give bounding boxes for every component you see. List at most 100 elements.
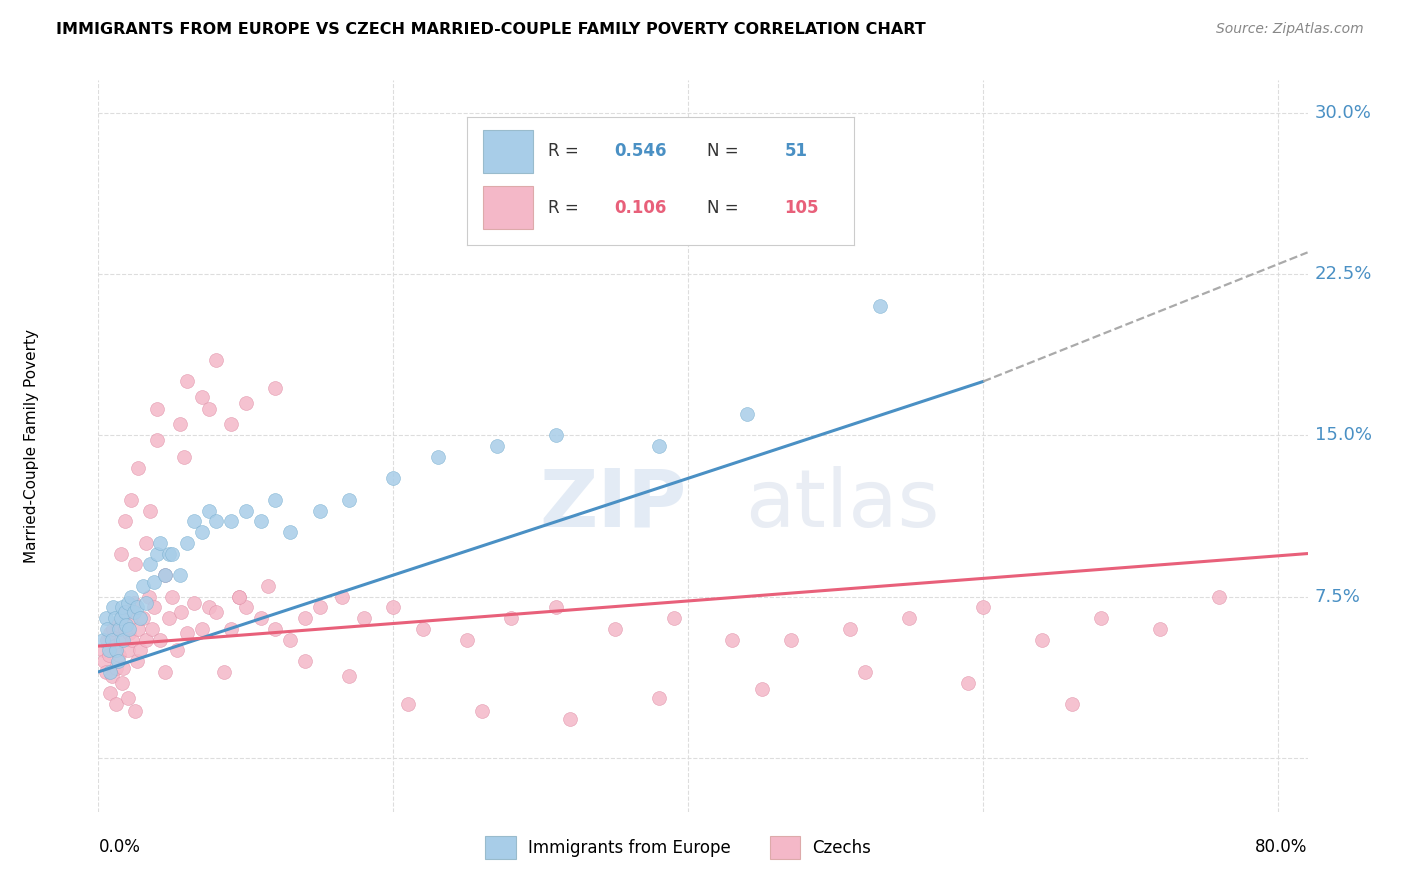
Point xyxy=(337,669,360,683)
Point xyxy=(135,632,157,647)
Point xyxy=(143,574,166,589)
Point xyxy=(412,622,434,636)
Point xyxy=(294,611,316,625)
Point xyxy=(839,622,862,636)
Point xyxy=(176,626,198,640)
Point xyxy=(125,654,148,668)
Point xyxy=(104,611,127,625)
Point xyxy=(131,579,153,593)
Text: 30.0%: 30.0% xyxy=(1315,103,1372,121)
Text: 80.0%: 80.0% xyxy=(1256,838,1308,855)
Point xyxy=(120,492,142,507)
Point xyxy=(198,600,221,615)
Text: Married-Couple Family Poverty: Married-Couple Family Poverty xyxy=(24,329,39,563)
Point xyxy=(190,390,212,404)
Point xyxy=(127,460,149,475)
Point xyxy=(101,622,124,636)
Point xyxy=(108,622,131,636)
Point xyxy=(110,632,132,647)
Point xyxy=(471,704,494,718)
Point xyxy=(104,639,127,653)
Point xyxy=(396,697,419,711)
Point xyxy=(249,514,271,528)
Point xyxy=(235,503,257,517)
Point xyxy=(228,590,250,604)
Point xyxy=(426,450,449,464)
Point xyxy=(146,433,169,447)
Point xyxy=(117,643,139,657)
Point xyxy=(183,596,205,610)
Point xyxy=(898,611,921,625)
Point xyxy=(114,622,136,636)
FancyBboxPatch shape xyxy=(769,836,800,859)
Point xyxy=(198,402,221,417)
Point xyxy=(112,660,135,674)
Point xyxy=(190,622,212,636)
Point xyxy=(501,611,523,625)
Point xyxy=(125,600,148,615)
Point xyxy=(127,622,149,636)
Text: 15.0%: 15.0% xyxy=(1315,426,1372,444)
Point xyxy=(176,375,198,389)
Point xyxy=(117,596,139,610)
Point xyxy=(111,611,134,625)
Point xyxy=(141,622,163,636)
Point xyxy=(869,299,891,313)
Point xyxy=(146,402,169,417)
Point xyxy=(648,439,671,453)
Point xyxy=(157,547,180,561)
Point xyxy=(456,632,478,647)
Point xyxy=(170,605,193,619)
Point xyxy=(264,492,287,507)
Point xyxy=(176,536,198,550)
Point xyxy=(105,697,128,711)
Point xyxy=(110,611,132,625)
Point xyxy=(120,611,142,625)
Point xyxy=(544,600,567,615)
Point xyxy=(308,600,330,615)
Point xyxy=(98,665,121,679)
Point xyxy=(114,605,136,619)
Point xyxy=(308,503,330,517)
Point xyxy=(648,690,671,705)
Point xyxy=(93,654,115,668)
Point xyxy=(149,536,172,550)
Text: 7.5%: 7.5% xyxy=(1315,588,1361,606)
Point xyxy=(198,503,221,517)
Point xyxy=(91,643,114,657)
Point xyxy=(153,665,176,679)
Point xyxy=(205,605,228,619)
Point xyxy=(1090,611,1112,625)
Point xyxy=(780,632,803,647)
Point xyxy=(294,654,316,668)
Point xyxy=(135,596,157,610)
Point xyxy=(96,632,118,647)
Point xyxy=(115,617,138,632)
Point xyxy=(149,632,172,647)
Point xyxy=(382,471,405,485)
Point xyxy=(105,660,128,674)
Point xyxy=(603,622,626,636)
Point xyxy=(138,590,160,604)
Point xyxy=(107,617,129,632)
Point xyxy=(1208,590,1230,604)
Text: 0.0%: 0.0% xyxy=(98,838,141,855)
Point xyxy=(94,665,117,679)
FancyBboxPatch shape xyxy=(485,836,516,859)
Point xyxy=(97,643,120,657)
Point xyxy=(160,590,183,604)
Point xyxy=(212,665,235,679)
Point xyxy=(98,686,121,700)
Text: ZIP: ZIP xyxy=(540,466,688,543)
Point xyxy=(257,579,280,593)
Point xyxy=(235,600,257,615)
Point xyxy=(131,611,153,625)
Point xyxy=(1060,697,1083,711)
Point xyxy=(111,600,134,615)
Point xyxy=(1149,622,1171,636)
Point xyxy=(1031,632,1053,647)
Point xyxy=(97,648,120,662)
Point xyxy=(124,558,146,572)
Point xyxy=(169,417,191,432)
Point xyxy=(139,558,162,572)
